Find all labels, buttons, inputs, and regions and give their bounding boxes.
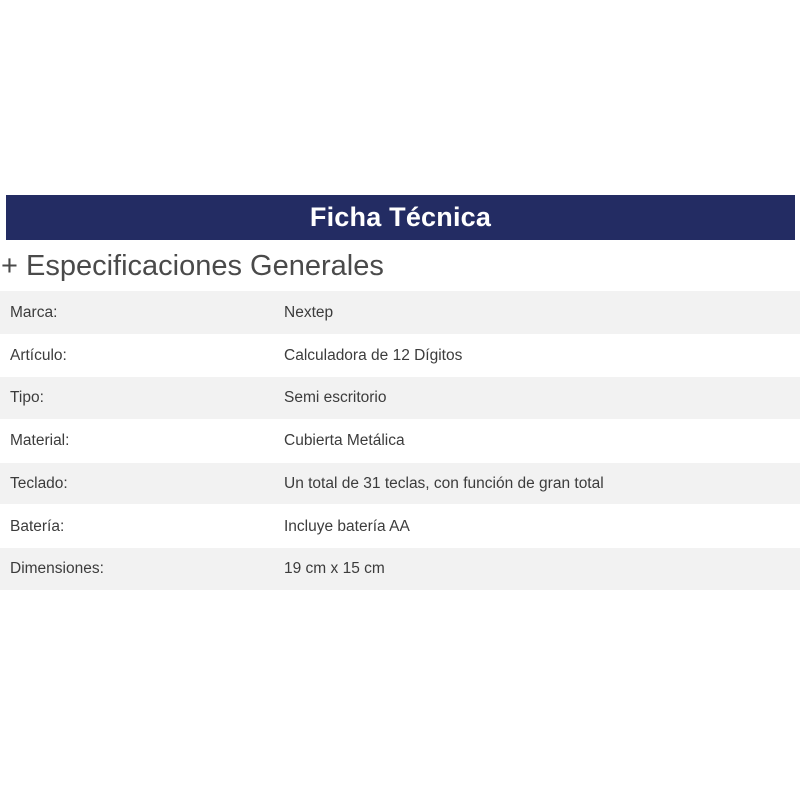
spec-label: Material: [0, 419, 282, 463]
spec-label: Marca: [0, 291, 282, 335]
expand-collapse-plus-icon[interactable]: + [1, 250, 18, 282]
page-title: Ficha Técnica [309, 202, 492, 232]
section-heading-label: Especificaciones Generales [26, 250, 384, 282]
spec-label: Tipo: [0, 376, 282, 420]
bottom-whitespace [0, 591, 800, 771]
table-row: Material: Cubierta Metálica [0, 419, 800, 463]
spec-value: 19 cm x 15 cm [282, 547, 800, 591]
datasheet-title-bar: Ficha Técnica [6, 195, 795, 240]
section-header-general-specs[interactable]: + Especificaciones Generales [0, 240, 800, 291]
spec-value: Un total de 31 teclas, con función de gr… [282, 462, 800, 506]
spec-value: Nextep [282, 291, 800, 335]
table-row: Batería: Incluye batería AA [0, 504, 800, 549]
table-row: Marca: Nextep [0, 291, 800, 335]
specifications-table-body: Marca: Nextep Artículo: Calculadora de 1… [0, 291, 800, 591]
table-row: Tipo: Semi escritorio [0, 376, 800, 420]
spec-value: Cubierta Metálica [282, 419, 800, 463]
spec-value: Semi escritorio [282, 376, 800, 420]
top-whitespace [0, 0, 800, 195]
spec-value: Calculadora de 12 Dígitos [282, 334, 800, 378]
table-row: Teclado: Un total de 31 teclas, con func… [0, 462, 800, 506]
table-row: Artículo: Calculadora de 12 Dígitos [0, 334, 800, 378]
spec-value: Incluye batería AA [282, 504, 800, 549]
technical-datasheet: Ficha Técnica + Especificaciones General… [0, 195, 800, 591]
specifications-table: Marca: Nextep Artículo: Calculadora de 1… [0, 291, 800, 591]
spec-label: Batería: [0, 504, 282, 549]
spec-label: Artículo: [0, 334, 282, 378]
spec-label: Dimensiones: [0, 547, 282, 591]
spec-label: Teclado: [0, 462, 282, 506]
table-row: Dimensiones: 19 cm x 15 cm [0, 547, 800, 591]
